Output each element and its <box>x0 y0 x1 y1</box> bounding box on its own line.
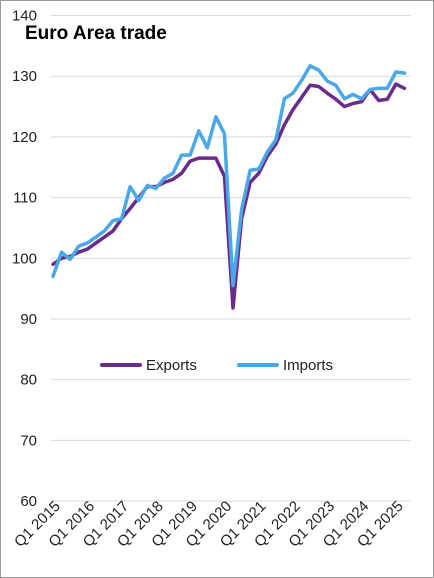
y-tick-label: 130 <box>12 68 37 85</box>
series-lines <box>51 64 407 310</box>
series-line-exports <box>51 82 407 310</box>
series-line-imports <box>51 64 407 288</box>
y-tick-label: 60 <box>20 493 37 510</box>
y-axis-ticks: 60 70 80 90 100 110 120 130 140 <box>12 8 37 511</box>
y-tick-label: 140 <box>12 8 37 25</box>
legend-label-imports: Imports <box>283 357 333 374</box>
y-tick-label: 80 <box>20 372 37 389</box>
chart-title: Euro Area trade <box>25 23 167 44</box>
y-tick-label: 110 <box>13 190 37 207</box>
legend: Exports Imports <box>100 357 333 374</box>
y-tick-label: 120 <box>12 129 37 146</box>
y-tick-label: 90 <box>20 311 37 328</box>
y-tick-label: 70 <box>20 432 37 449</box>
y-tick-label: 100 <box>12 250 37 267</box>
legend-label-exports: Exports <box>146 357 197 374</box>
